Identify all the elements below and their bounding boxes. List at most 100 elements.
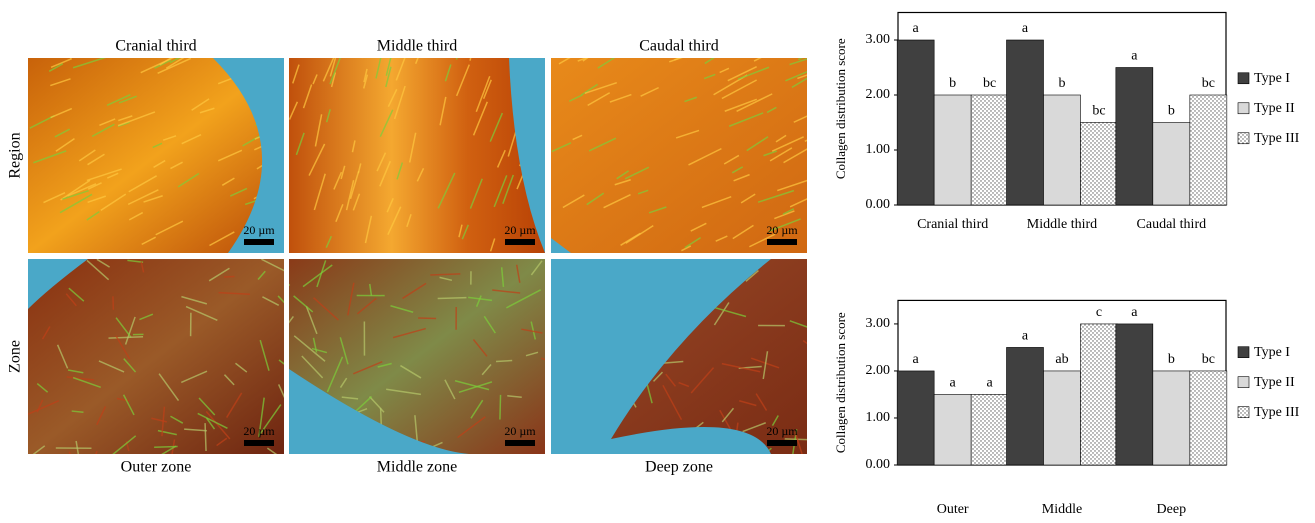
fiber (224, 277, 235, 278)
bar (934, 95, 971, 205)
bar (1190, 95, 1227, 205)
column-label: Deep zone (645, 459, 713, 476)
scale-bar (505, 440, 535, 446)
significance-letter: a (1131, 49, 1138, 64)
row-label: Zone (7, 340, 24, 373)
x-tick-label: Outer (937, 502, 969, 517)
scale-bar (244, 239, 274, 245)
image (269, 259, 572, 482)
micrograph: 20 µm (28, 43, 315, 253)
significance-letter: a (987, 376, 994, 391)
legend-swatch (1238, 103, 1249, 114)
significance-letter: a (913, 21, 920, 36)
bar (1007, 40, 1044, 205)
significance-letter: b (949, 76, 956, 91)
column-label: Outer zone (121, 459, 192, 476)
significance-letter: bc (1202, 352, 1215, 367)
bar (897, 371, 934, 465)
significance-letter: a (913, 352, 920, 367)
fiber (438, 298, 467, 299)
legend-label: Type I (1254, 71, 1290, 86)
fiber (545, 50, 548, 60)
significance-letter: bc (1202, 76, 1215, 91)
legend-label: Type II (1254, 101, 1295, 116)
x-tick-label: Middle third (1027, 217, 1097, 232)
micrograph: 20 µm (289, 36, 547, 253)
significance-letter: bc (1092, 104, 1105, 119)
y-tick-label: 1.00 (866, 410, 891, 425)
fiber (70, 43, 94, 59)
x-tick-label: Caudal third (1137, 217, 1207, 232)
scale-bar (767, 440, 797, 446)
x-tick-label: Deep (1157, 502, 1187, 517)
significance-letter: c (1096, 305, 1102, 320)
significance-letter: ab (1055, 352, 1068, 367)
column-label: Caudal third (639, 38, 719, 55)
row-label: Region (7, 132, 24, 178)
legend-label: Type I (1254, 345, 1290, 360)
bar (1116, 324, 1153, 465)
legend-label: Type III (1254, 131, 1300, 146)
micrograph: 20 µm (534, 259, 831, 474)
scale-label: 20 µm (766, 223, 798, 237)
y-tick-label: 1.00 (866, 142, 891, 157)
y-tick-label: 3.00 (866, 316, 891, 331)
scale-label: 20 µm (243, 223, 275, 237)
scale-label: 20 µm (504, 424, 536, 438)
y-tick-label: 2.00 (866, 87, 891, 102)
legend-label: Type II (1254, 375, 1295, 390)
legend-swatch (1238, 347, 1249, 358)
scale-bar (244, 440, 274, 446)
significance-letter: a (1131, 305, 1138, 320)
x-tick-label: Middle (1042, 502, 1082, 517)
fiber (803, 341, 831, 361)
column-label: Cranial third (115, 38, 196, 55)
bar (1153, 123, 1190, 206)
legend-swatch (1238, 407, 1249, 418)
scale-label: 20 µm (243, 424, 275, 438)
bar (1007, 347, 1044, 465)
y-axis-label: Collagen distribution score (833, 38, 848, 179)
scale-label: 20 µm (766, 424, 798, 438)
bar (971, 95, 1008, 205)
y-tick-label: 3.00 (866, 32, 891, 47)
scale-label: 20 µm (504, 223, 536, 237)
image (289, 36, 547, 253)
x-tick-label: Cranial third (917, 217, 988, 232)
fiber (496, 361, 512, 362)
y-tick-label: 0.00 (866, 197, 891, 212)
bar (897, 40, 934, 205)
fiber (540, 47, 545, 59)
y-axis-label: Collagen distribution score (833, 312, 848, 453)
significance-letter: bc (983, 76, 996, 91)
significance-letter: a (1022, 329, 1029, 344)
bar (1081, 123, 1118, 206)
bar (1116, 68, 1153, 206)
micrograph: 20 µm (269, 259, 572, 482)
column-label: Middle zone (377, 459, 457, 476)
bar (1153, 371, 1190, 465)
bar (1044, 371, 1081, 465)
legend-swatch (1238, 133, 1249, 144)
scale-bar (767, 239, 797, 245)
bar (1081, 324, 1118, 465)
significance-letter: b (1168, 104, 1175, 119)
legend-label: Type III (1254, 405, 1300, 420)
figure: Region 20 µm Cranial third 20 µm Middle thir… (0, 0, 1315, 523)
significance-letter: a (950, 376, 957, 391)
significance-letter: b (1059, 76, 1066, 91)
bar (934, 394, 971, 465)
fiber (205, 423, 206, 451)
legend-swatch (1238, 73, 1249, 84)
fiber (500, 395, 501, 420)
image (551, 42, 840, 253)
bar (971, 394, 1008, 465)
bar (1190, 371, 1227, 465)
significance-letter: a (1022, 21, 1029, 36)
fiber (362, 36, 371, 58)
image (28, 43, 315, 253)
y-tick-label: 0.00 (866, 457, 891, 472)
micrograph: 20 µm (20, 259, 298, 479)
fiber (86, 451, 97, 479)
